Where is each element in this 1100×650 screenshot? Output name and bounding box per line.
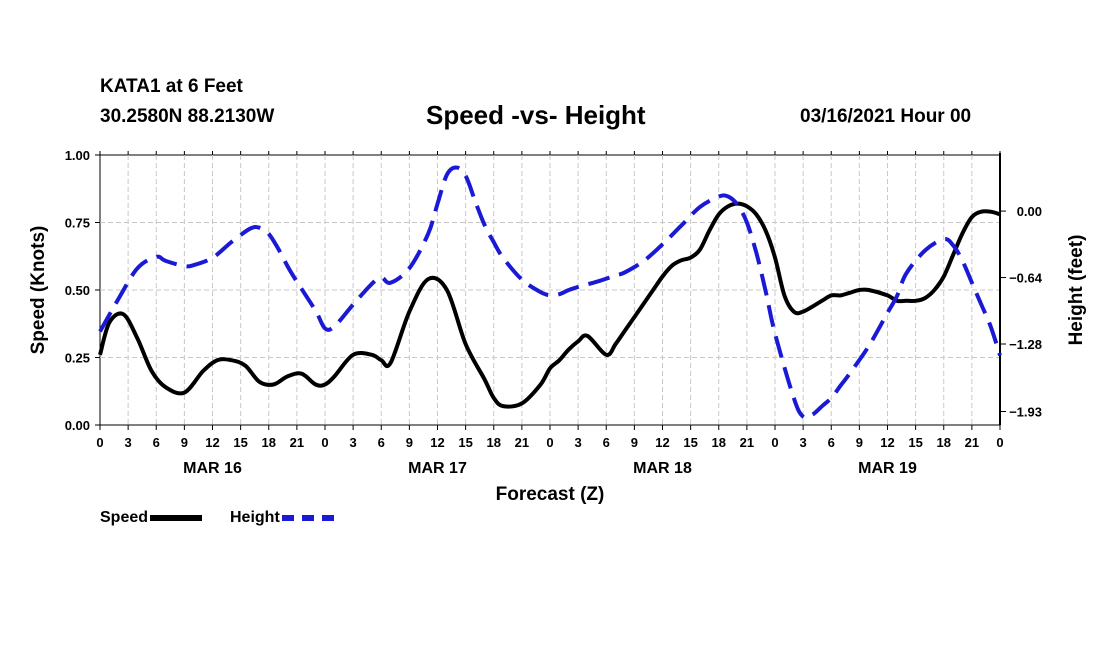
legend-height-label: Height bbox=[230, 509, 280, 526]
y-axis-title: Speed (Knots) bbox=[28, 226, 49, 355]
x-tick-label: 15 bbox=[908, 435, 922, 450]
series-group bbox=[98, 165, 1002, 420]
x-tick-label: 9 bbox=[406, 435, 413, 450]
forecast-timestamp: 03/16/2021 Hour 00 bbox=[800, 106, 972, 127]
x-tick-label: 12 bbox=[655, 435, 669, 450]
x-tick-label: 6 bbox=[378, 435, 385, 450]
x-tick-label: 0 bbox=[771, 435, 778, 450]
x-tick-label: 6 bbox=[153, 435, 160, 450]
x-tick-label: 9 bbox=[181, 435, 188, 450]
x-tick-label: 3 bbox=[800, 435, 807, 450]
x-tick-label: 18 bbox=[262, 435, 276, 450]
x-tick-label: 18 bbox=[487, 435, 501, 450]
station-coordinates: 30.2580N 88.2130W bbox=[100, 106, 275, 127]
day-label: MAR 17 bbox=[408, 460, 467, 477]
legend-speed: Speed bbox=[100, 509, 203, 527]
day-label: MAR 18 bbox=[633, 460, 692, 477]
axes: 0 3 6 9 12 15 18 21 0 3 6 9 12 15 18 21 0 3 6 9 12 15 18 21 0 3 6 9… bbox=[65, 148, 1043, 477]
x-tick-label: 12 bbox=[430, 435, 444, 450]
day-label: MAR 19 bbox=[858, 460, 917, 477]
x-tick-label: 15 bbox=[458, 435, 472, 450]
x-tick-label: 12 bbox=[205, 435, 219, 450]
y2-tick-label: 0.00 bbox=[1017, 204, 1042, 219]
day-label: MAR 16 bbox=[183, 460, 242, 477]
x-tick-label: 6 bbox=[828, 435, 835, 450]
x-tick-label: 15 bbox=[683, 435, 697, 450]
x-tick-label: 6 bbox=[603, 435, 610, 450]
y2-axis-title: Height (feet) bbox=[1066, 235, 1087, 346]
height-series-line bbox=[98, 165, 1002, 420]
x-tick-label: 21 bbox=[515, 435, 529, 450]
grid-lines bbox=[100, 155, 1000, 425]
x-tick-label: 21 bbox=[740, 435, 754, 450]
legend-height-swatch bbox=[281, 515, 334, 521]
x-tick-label: 9 bbox=[631, 435, 638, 450]
legend-speed-label: Speed bbox=[100, 509, 149, 526]
x-tick-label: 3 bbox=[125, 435, 132, 450]
legend-height: Height bbox=[230, 509, 334, 527]
x-axis-title: Forecast (Z) bbox=[496, 484, 605, 505]
x-tick-label: 0 bbox=[321, 435, 328, 450]
x-tick-label: 9 bbox=[856, 435, 863, 450]
x-tick-label: 12 bbox=[880, 435, 894, 450]
y2-tick-label: −1.93 bbox=[1009, 405, 1042, 420]
speed-series-line bbox=[98, 201, 1001, 409]
y-tick-label: 0.25 bbox=[65, 351, 90, 366]
x-tick-label: 0 bbox=[546, 435, 553, 450]
y2-tick-label: −0.64 bbox=[1009, 271, 1043, 286]
y2-tick-label: −1.28 bbox=[1009, 337, 1042, 352]
x-tick-label: 0 bbox=[996, 435, 1003, 450]
x-tick-label: 15 bbox=[233, 435, 247, 450]
legend-speed-swatch bbox=[150, 515, 203, 521]
x-tick-label: 3 bbox=[350, 435, 357, 450]
y-tick-label: 0.00 bbox=[65, 418, 90, 433]
y-tick-label: 0.50 bbox=[65, 283, 90, 298]
y-tick-label: 0.75 bbox=[65, 216, 90, 231]
x-tick-label: 21 bbox=[290, 435, 304, 450]
x-tick-label: 0 bbox=[96, 435, 103, 450]
x-tick-label: 3 bbox=[575, 435, 582, 450]
x-tick-label: 18 bbox=[937, 435, 951, 450]
x-tick-label: 21 bbox=[965, 435, 979, 450]
x-tick-label: 18 bbox=[712, 435, 726, 450]
chart-title: Speed -vs- Height bbox=[426, 100, 646, 130]
station-name: KATA1 at 6 Feet bbox=[100, 76, 243, 97]
y-tick-label: 1.00 bbox=[65, 148, 90, 163]
